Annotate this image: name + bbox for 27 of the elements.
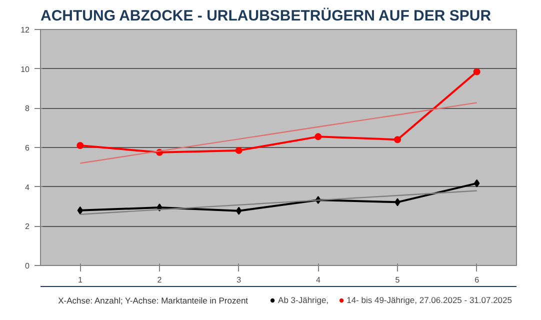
point <box>473 68 480 76</box>
chart-title: ACHTUNG ABZOCKE - URLAUBSBETRÜGERN AUF DER SPUR <box>40 8 492 24</box>
y-tick-label: 8 <box>25 104 30 114</box>
point <box>474 179 480 188</box>
point <box>394 198 400 206</box>
x-tick-label: 4 <box>316 276 321 284</box>
point <box>394 136 401 144</box>
y-tick-label: 0 <box>25 262 30 270</box>
y-tick-label: 6 <box>25 144 30 152</box>
legend-label: Ab 3-Jährige, <box>278 295 329 305</box>
y-tick-label: 12 <box>20 26 30 34</box>
point <box>76 142 84 150</box>
text: X-Achse: Anzahl; Y-Achse: Marktanteile in Prozent <box>58 296 249 306</box>
x-tick-label: 5 <box>395 276 400 284</box>
x-tick-label: 1 <box>78 276 83 284</box>
line-series <box>80 102 478 164</box>
point <box>314 133 322 140</box>
x-tick-label: 2 <box>157 276 162 284</box>
y-tick-label: 2 <box>25 222 30 232</box>
point <box>235 146 242 154</box>
point <box>236 206 242 215</box>
point <box>77 206 83 214</box>
y-tick-label: 10 <box>20 64 30 74</box>
y-tick-label: 4 <box>25 182 30 192</box>
x-tick-label: 6 <box>474 276 480 284</box>
x-tick-label: 3 <box>236 276 242 284</box>
legend-label: 14- bis 49-Jährige, 27.06.2025 - 31.07.2025 <box>346 295 512 305</box>
